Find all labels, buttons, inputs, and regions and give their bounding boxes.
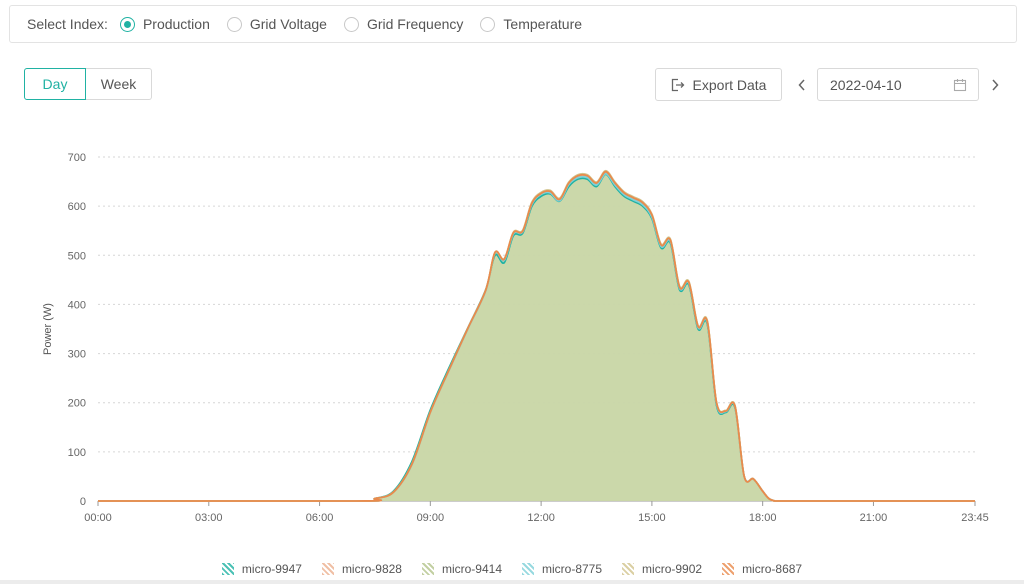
series-area-micro-8687 [98,171,975,501]
period-toggle: Day Week [24,68,152,100]
radio-circle-icon[interactable] [119,16,135,32]
radio-production[interactable]: Production [119,16,210,32]
legend-swatch [221,563,234,575]
x-tick-label: 06:00 [306,512,334,524]
radio-temperature-label[interactable]: Temperature [503,16,583,32]
legend-item[interactable]: micro-9828 [321,562,402,576]
x-tick-label: 03:00 [195,512,223,524]
date-value[interactable]: 2022-04-10 [830,76,902,93]
y-tick-label: 500 [68,250,86,262]
series-area-micro-9902 [98,170,975,502]
chart-legend: micro-9947 micro-9828 micro-9414 micro-8775… [0,561,1024,577]
series-area-micro-9947 [98,174,975,501]
legend-item[interactable]: micro-9902 [622,562,702,576]
y-tick-label: 300 [68,349,86,361]
y-axis-label: Power (W) [42,303,54,355]
production-chart: 0 100 200 300 400 500 600 700 00:00 03:00 06:00 09:… [42,152,989,524]
radio-grid-voltage-label[interactable]: Grid Voltage [249,16,327,32]
legend-label: micro-8775 [542,562,603,576]
y-tick-label: 400 [68,299,86,311]
radio-temperature[interactable]: Temperature [480,16,582,32]
radio-circle-icon[interactable] [480,16,496,32]
legend-label: micro-8687 [742,562,803,576]
radio-production-label[interactable]: Production [142,16,210,32]
series-area-micro-9828 [98,172,975,501]
x-tick-label: 21:00 [860,512,888,524]
legend-swatch [622,563,635,575]
legend-swatch [722,563,735,575]
export-data-label: Export Data [692,76,767,93]
radio-circle-icon[interactable] [226,16,242,32]
y-tick-label: 100 [68,447,86,459]
y-tick-label: 700 [68,152,86,164]
legend-item[interactable]: micro-8775 [522,562,602,576]
y-tick-label: 0 [80,496,86,508]
index-selector-label: Select Index: [27,16,108,32]
divider [0,580,1024,584]
x-tick-label: 12:00 [527,512,555,524]
legend-swatch [522,563,534,575]
legend-item[interactable]: micro-9947 [221,562,302,576]
legend-label: micro-9828 [341,562,402,576]
legend-label: micro-9414 [441,562,502,576]
index-selector: Select Index: Production Grid Voltage Gr… [9,5,1017,43]
legend-item[interactable]: micro-8687 [722,562,802,576]
y-tick-label: 200 [68,398,86,410]
radio-grid-voltage[interactable]: Grid Voltage [226,16,327,32]
date-picker[interactable]: 2022-04-10 [817,68,979,101]
series-line-micro-8687 [97,170,975,502]
chevron-left-icon [798,79,805,91]
radio-grid-frequency[interactable]: Grid Frequency [343,16,464,32]
calendar-icon[interactable] [953,78,967,92]
x-tick-label: 18:00 [749,512,777,524]
legend-label: micro-9947 [241,562,302,576]
day-button[interactable]: Day [24,68,86,100]
export-icon [671,78,684,91]
legend-item[interactable]: micro-9414 [421,562,502,576]
x-tick-label: 09:00 [417,512,445,524]
series-area-micro-8775 [98,173,975,501]
series-area-micro-9414 [98,171,975,501]
radio-circle-icon[interactable] [343,16,359,32]
radio-grid-frequency-label[interactable]: Grid Frequency [366,16,464,32]
legend-label: micro-9902 [642,562,703,576]
legend-swatch [321,563,334,575]
chevron-right-icon [992,79,999,91]
week-button[interactable]: Week [86,68,152,100]
y-tick-label: 600 [68,201,86,213]
next-date-button[interactable] [987,76,1003,94]
legend-swatch [421,563,434,575]
x-tick-label: 00:00 [84,512,112,524]
x-tick-label: 15:00 [638,512,666,524]
export-data-button[interactable]: Export Data [655,68,782,101]
x-tick-label: 23:45 [961,512,989,524]
prev-date-button[interactable] [794,76,810,94]
